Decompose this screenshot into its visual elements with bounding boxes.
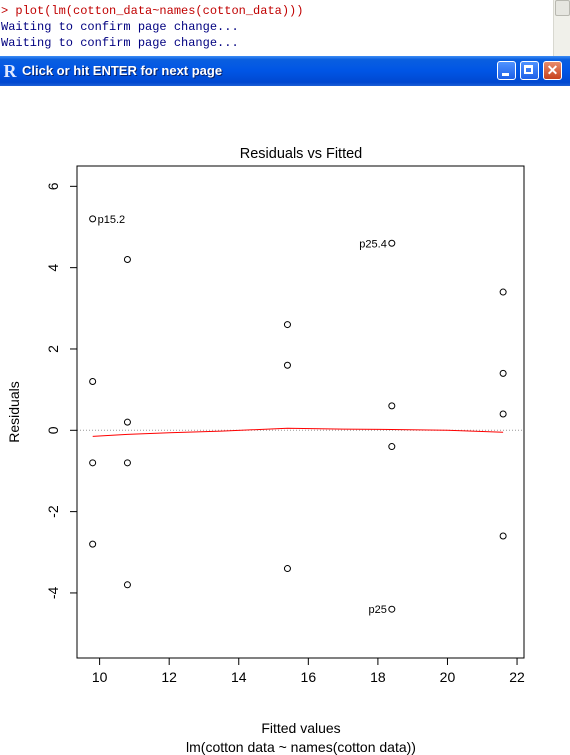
data-point	[499, 410, 507, 418]
r-logo-icon: R	[3, 61, 17, 81]
data-point	[388, 402, 396, 410]
residuals-vs-fitted-plot: Residuals vs Fitted p15.2 p25.4 p25 10 12 14…	[0, 86, 570, 755]
smoother-layer	[92, 427, 504, 437]
data-point	[499, 532, 507, 540]
smoother-line	[92, 427, 504, 437]
point-label: p25.4	[359, 238, 387, 250]
data-point	[499, 288, 507, 296]
data-point	[388, 443, 396, 451]
x-axis: 10 12 14 16 18 20 22	[92, 657, 525, 685]
data-point	[89, 215, 97, 223]
x-tick-label: 12	[161, 669, 177, 685]
data-point	[388, 605, 396, 613]
minimize-button[interactable]	[497, 61, 516, 80]
point-labels-layer: p15.2 p25.4 p25	[98, 214, 387, 616]
points-layer	[89, 215, 507, 613]
data-point	[89, 378, 97, 386]
data-point	[283, 361, 291, 369]
x-tick-label: 20	[440, 669, 456, 685]
console-scrollbar[interactable]	[553, 0, 570, 56]
plot-background	[0, 86, 570, 755]
y-tick-label: 0	[45, 426, 61, 434]
x-tick-label: 10	[92, 669, 108, 685]
y-tick-label: -4	[45, 586, 61, 599]
x-tick-label: 14	[231, 669, 247, 685]
data-point	[283, 321, 291, 329]
maximize-button[interactable]	[520, 61, 539, 80]
data-point	[499, 369, 507, 377]
console-command-line: > plot(lm(cotton_data~names(cotton_data)…	[1, 4, 304, 18]
y-axis-label: Residuals	[6, 381, 22, 442]
point-label: p15.2	[98, 214, 126, 226]
x-tick-label: 18	[370, 669, 386, 685]
maximize-icon	[524, 65, 533, 74]
data-point	[388, 239, 396, 247]
data-point	[283, 565, 291, 573]
y-tick-label: -2	[45, 505, 61, 518]
window-title: Click or hit ENTER for next page	[22, 63, 223, 78]
chart-subtitle: lm(cotton data ~ names(cotton data))	[186, 739, 416, 755]
data-point	[123, 418, 131, 426]
x-tick-label: 22	[509, 669, 525, 685]
close-icon: ✕	[546, 62, 559, 78]
data-point	[123, 459, 131, 467]
data-point	[123, 581, 131, 589]
console-output-line: Waiting to confirm page change...	[1, 20, 239, 34]
x-axis-label: Fitted values	[261, 720, 340, 736]
console-scrollbar-thumb[interactable]	[555, 0, 570, 16]
close-button[interactable]: ✕	[543, 61, 562, 80]
graphics-window-titlebar[interactable]: R Click or hit ENTER for next page ✕	[0, 56, 570, 86]
data-point	[89, 459, 97, 467]
data-point	[123, 256, 131, 264]
point-label: p25	[368, 604, 386, 616]
y-tick-label: 4	[45, 264, 61, 272]
console-output-line: Waiting to confirm page change...	[1, 36, 239, 50]
r-console[interactable]: > plot(lm(cotton_data~names(cotton_data)…	[0, 0, 570, 56]
y-tick-label: 2	[45, 345, 61, 353]
data-point	[89, 540, 97, 548]
chart-title: Residuals vs Fitted	[240, 146, 363, 162]
y-axis: -4 -2 0 2 4 6	[45, 182, 78, 599]
x-tick-label: 16	[301, 669, 317, 685]
minimize-icon	[502, 73, 509, 76]
y-tick-label: 6	[45, 182, 61, 190]
